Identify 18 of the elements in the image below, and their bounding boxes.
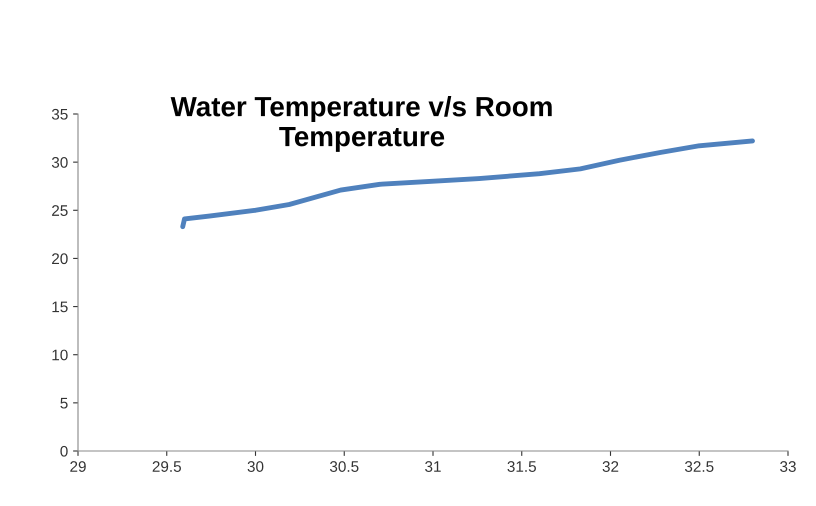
x-tick-label: 33	[780, 461, 796, 472]
y-tick-label: 15	[52, 302, 68, 312]
x-tick-label: 29.5	[152, 461, 181, 472]
x-tick-label: 30.5	[330, 461, 358, 472]
x-tick-label: 32	[602, 461, 618, 472]
y-tick-label: 20	[52, 253, 68, 264]
y-tick-label: 5	[60, 398, 68, 409]
y-tick-label: 0	[60, 446, 68, 457]
y-tick-label: 35	[52, 108, 68, 120]
y-tick-label: 25	[52, 205, 68, 216]
y-tick-label: 10	[52, 350, 68, 360]
y-tick-label: 30	[52, 157, 68, 168]
x-tick-label: 31	[425, 461, 441, 472]
x-tick-label: 32.5	[684, 461, 714, 472]
x-tick-label: 31.5	[507, 461, 536, 472]
chart-title: Water Temperature v/s Room Temperature	[170, 96, 552, 152]
x-tick-label: 30	[248, 461, 264, 472]
x-tick-label: 29	[70, 461, 86, 472]
